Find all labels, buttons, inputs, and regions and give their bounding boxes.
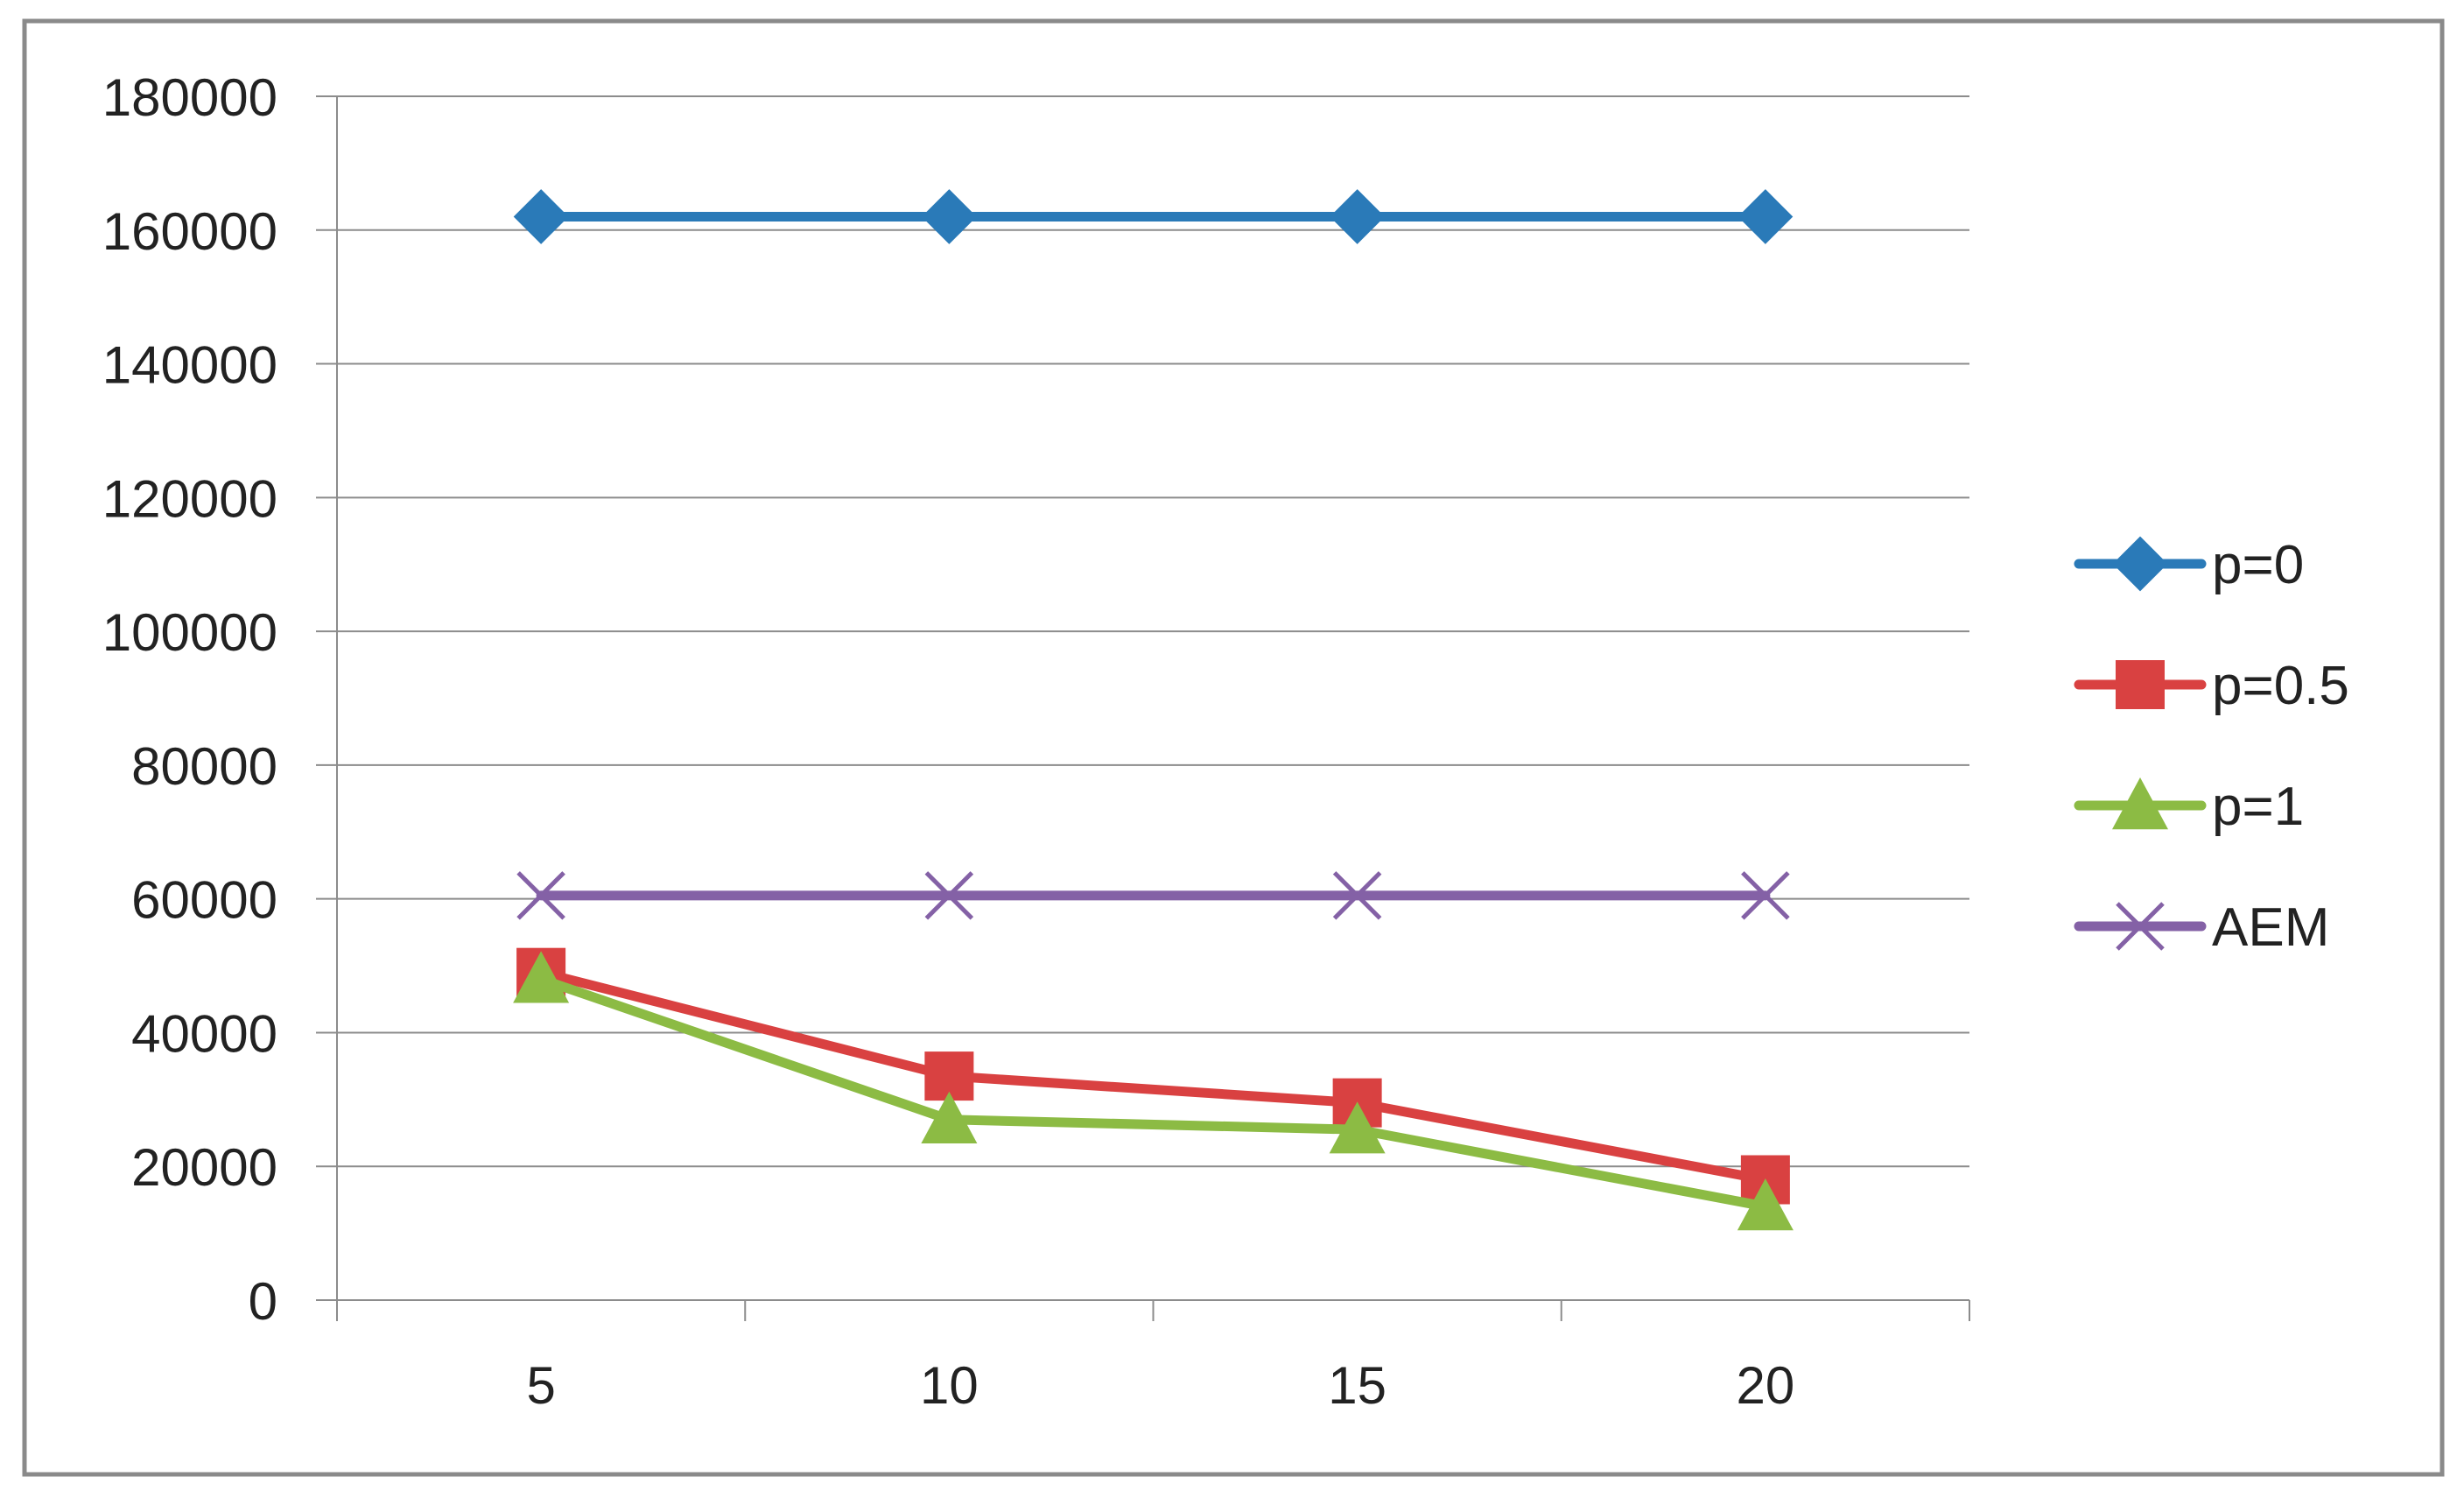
data-point [1329,1101,1386,1154]
legend-label: p=0 [2212,535,2304,595]
legend-label: AEM [2212,897,2329,958]
data-point [921,189,977,244]
data-point [513,951,570,1003]
data-point [1330,189,1386,244]
x-tick-label: 10 [920,1356,979,1415]
chart-frame [22,18,2445,1477]
legend: p=0 p=0.5 p=1 AEM [2074,535,2349,958]
marker-stroke [2116,902,2165,951]
y-tick-label: 160000 [102,202,277,261]
legend-marker [2112,536,2168,592]
data-point [516,871,565,920]
y-tick-label: 140000 [102,336,277,395]
legend-item: AEM [2074,897,2329,958]
y-tick-label: 0 [249,1272,277,1331]
legend-marker [2116,902,2165,951]
data-point [924,871,974,920]
x-tick-label: 15 [1328,1356,1386,1415]
y-tick-label: 100000 [102,603,277,662]
series-group [513,189,1794,1231]
marker-stroke [1332,871,1382,920]
legend-label: p=1 [2212,777,2304,837]
y-tick-label: 80000 [131,737,277,796]
series-line [536,974,1771,1212]
tick-labels: 0 20000 40000 60000 80000 100000 120000 140000 1… [102,68,1794,1415]
data-point [921,1091,978,1143]
data-point [1737,189,1794,244]
x-tick-label: 5 [526,1356,555,1415]
data-point [1737,1178,1794,1231]
legend-label: p=0.5 [2212,656,2349,716]
legend-marker [2112,777,2168,830]
marker-stroke [516,871,565,920]
data-point [1332,871,1382,920]
series-3 [516,871,1790,920]
series-line [536,967,1771,1185]
marker-stroke [924,871,974,920]
y-tick-label: 180000 [102,68,277,127]
y-tick-label: 40000 [131,1004,277,1063]
data-point [513,189,569,244]
y-tick-label: 60000 [131,871,277,930]
series-2 [513,951,1794,1231]
y-tick-label: 20000 [131,1138,277,1197]
data-point [1741,871,1790,920]
series-0 [513,189,1794,244]
legend-item: p=1 [2074,777,2304,837]
x-tick-label: 20 [1737,1356,1795,1415]
legend-item: p=0.5 [2074,656,2349,716]
legend-item: p=0 [2074,535,2304,595]
y-tick-label: 120000 [102,469,277,528]
legend-marker [2116,660,2165,709]
marker-stroke [1741,871,1790,920]
axes [316,95,1970,1321]
